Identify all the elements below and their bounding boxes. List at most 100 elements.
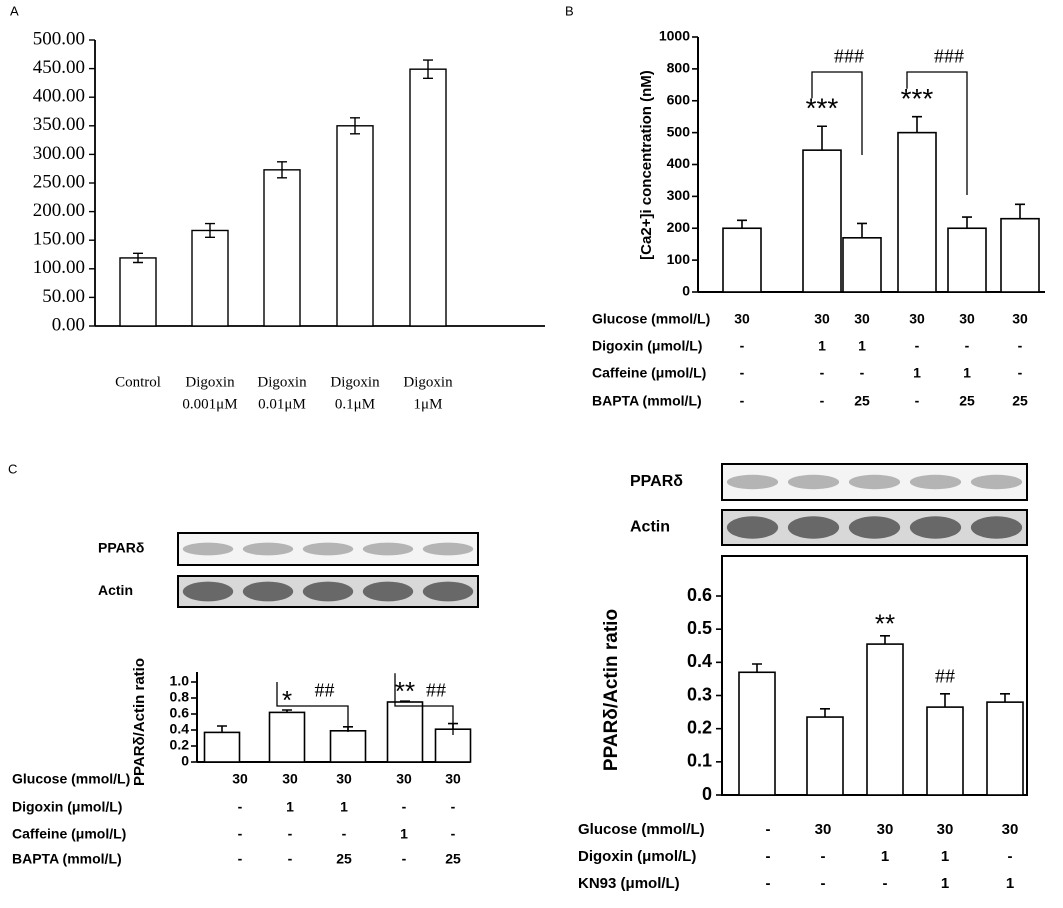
condition-value: 1 xyxy=(963,365,971,381)
significance-label: ** xyxy=(395,676,415,706)
x-tick-label: 0.001μM xyxy=(182,396,237,412)
blot-band xyxy=(242,542,294,556)
blot-label: Actin xyxy=(98,582,133,598)
y-tick-label: 100.00 xyxy=(33,257,85,278)
significance-label: *** xyxy=(806,93,839,124)
error-bar xyxy=(350,117,360,135)
condition-value: - xyxy=(402,851,407,867)
bar xyxy=(802,149,842,293)
condition-value: - xyxy=(820,365,825,381)
y-tick-label: 0.4 xyxy=(687,651,712,671)
y-tick-label: 1000 xyxy=(659,28,690,44)
y-tick-label: 50.00 xyxy=(42,286,85,307)
condition-value: - xyxy=(288,851,293,867)
y-tick-label: 600 xyxy=(667,91,691,107)
blot-band xyxy=(242,581,294,602)
condition-value: 30 xyxy=(877,821,894,838)
condition-value: - xyxy=(740,393,745,409)
condition-value: - xyxy=(915,338,920,354)
condition-value: - xyxy=(740,365,745,381)
bar xyxy=(842,237,882,293)
condition-value: - xyxy=(238,799,243,815)
condition-value: 25 xyxy=(959,393,975,409)
panel-label: B xyxy=(565,3,574,18)
condition-value: - xyxy=(238,851,243,867)
error-bar xyxy=(752,663,762,673)
blot-band xyxy=(362,581,414,602)
error-bar xyxy=(423,59,433,80)
bracket xyxy=(394,673,454,735)
blot-band xyxy=(302,542,354,556)
y-axis-title: PPARδ/Actin ratio xyxy=(131,658,148,786)
y-tick-label: 200 xyxy=(667,219,691,235)
bar xyxy=(263,169,301,327)
y-tick-label: 0.6 xyxy=(687,585,712,605)
blot-band xyxy=(726,516,779,539)
condition-value: - xyxy=(860,365,865,381)
condition-value: 1 xyxy=(1006,875,1014,892)
blot-band xyxy=(848,474,901,490)
condition-value: 1 xyxy=(941,875,949,892)
y-axis-title: [Ca2+]i concentration (nM) xyxy=(638,70,655,260)
condition-value: - xyxy=(821,848,826,865)
condition-label: Digoxin (μmol/L) xyxy=(578,848,696,865)
condition-value: 30 xyxy=(909,311,925,327)
condition-value: - xyxy=(1018,338,1023,354)
y-tick-label: 1.0 xyxy=(170,673,190,689)
y-tick-label: 500.00 xyxy=(33,28,85,49)
bar xyxy=(1000,217,1040,293)
y-tick-label: 350.00 xyxy=(33,114,85,135)
condition-value: - xyxy=(820,393,825,409)
condition-value: 30 xyxy=(232,771,248,787)
condition-value: 30 xyxy=(814,311,830,327)
blot-band xyxy=(422,581,474,602)
error-bar xyxy=(817,125,827,151)
condition-value: 30 xyxy=(336,771,352,787)
x-tick-label: Digoxin xyxy=(257,374,307,390)
condition-value: - xyxy=(288,826,293,842)
bar xyxy=(897,131,937,293)
blot-band xyxy=(422,542,474,556)
error-bar xyxy=(1015,203,1025,219)
condition-value: - xyxy=(342,826,347,842)
condition-value: - xyxy=(1018,365,1023,381)
y-tick-label: 250.00 xyxy=(33,171,85,192)
bar xyxy=(386,701,424,763)
bracket xyxy=(276,682,349,732)
significance-label: ## xyxy=(935,665,955,687)
y-tick-label: 0 xyxy=(682,283,690,299)
bracket-label: ### xyxy=(834,46,864,68)
bracket-label: ## xyxy=(315,680,335,702)
panel-label: C xyxy=(8,461,17,476)
y-tick-label: 150.00 xyxy=(33,229,85,250)
y-tick-label: 500 xyxy=(667,123,691,139)
blot-band xyxy=(182,542,234,556)
error-bar xyxy=(282,709,292,713)
blot-band xyxy=(970,516,1023,539)
y-tick-label: 200.00 xyxy=(33,200,85,221)
bracket-label: ### xyxy=(934,46,964,68)
blot-band xyxy=(848,516,901,539)
blot-band xyxy=(302,581,354,602)
y-tick-label: 0.2 xyxy=(170,737,190,753)
condition-value: 30 xyxy=(396,771,412,787)
error-bar xyxy=(880,635,890,645)
condition-label: Caffeine (μmol/L) xyxy=(592,365,706,381)
bar xyxy=(336,125,374,327)
x-tick-label: Digoxin xyxy=(403,374,453,390)
condition-value: 1 xyxy=(913,365,921,381)
condition-value: - xyxy=(883,875,888,892)
condition-value: 25 xyxy=(445,851,461,867)
condition-value: 30 xyxy=(445,771,461,787)
y-tick-label: 300.00 xyxy=(33,143,85,164)
x-tick-label: Digoxin xyxy=(185,374,235,390)
blot-band xyxy=(726,474,779,490)
bar xyxy=(926,706,964,796)
condition-value: 1 xyxy=(881,848,889,865)
condition-value: 30 xyxy=(1002,821,1019,838)
y-axis-title: PPARδ/Actin ratio xyxy=(601,609,622,771)
condition-label: KN93 (μmol/L) xyxy=(578,875,680,892)
blot-label: PPARδ xyxy=(98,540,144,556)
condition-label: BAPTA (mmol/L) xyxy=(12,851,122,867)
